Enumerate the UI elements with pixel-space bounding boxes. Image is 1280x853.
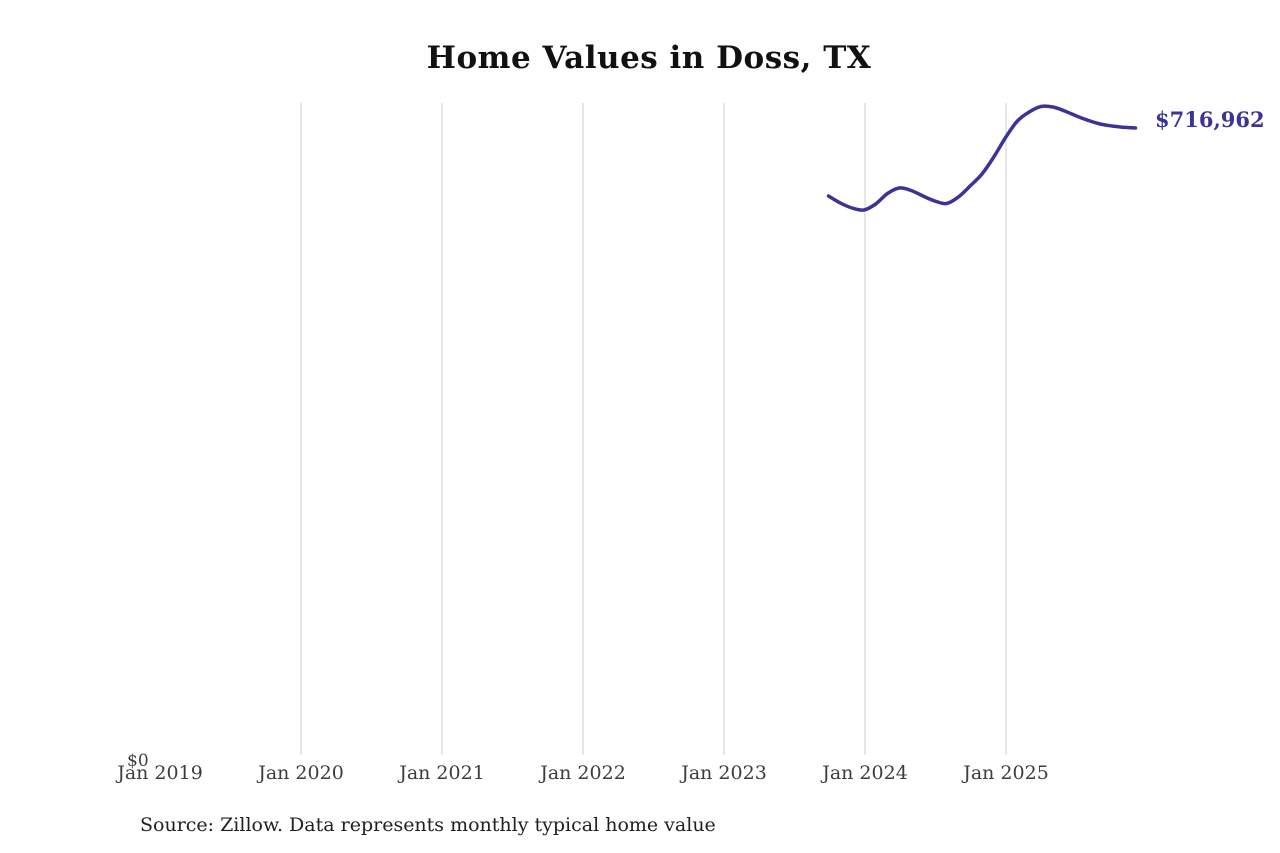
y-axis-zero-label: $0	[127, 751, 149, 771]
x-axis-label: Jan 2023	[681, 762, 767, 784]
gridline-group	[300, 103, 1007, 755]
latest-value-label: $716,962	[1155, 107, 1265, 132]
home-value-line	[826, 104, 1138, 212]
chart-title: Home Values in Doss, TX	[426, 40, 872, 76]
source-note: Source: Zillow. Data represents monthly …	[140, 814, 716, 836]
x-axis-label: Jan 2019	[117, 762, 203, 784]
x-axis-label: Jan 2025	[963, 762, 1049, 784]
x-axis-label: Jan 2024	[822, 762, 908, 784]
x-axis-label: Jan 2020	[258, 762, 344, 784]
x-axis-label: Jan 2021	[399, 762, 485, 784]
x-axis-label: Jan 2022	[540, 762, 626, 784]
